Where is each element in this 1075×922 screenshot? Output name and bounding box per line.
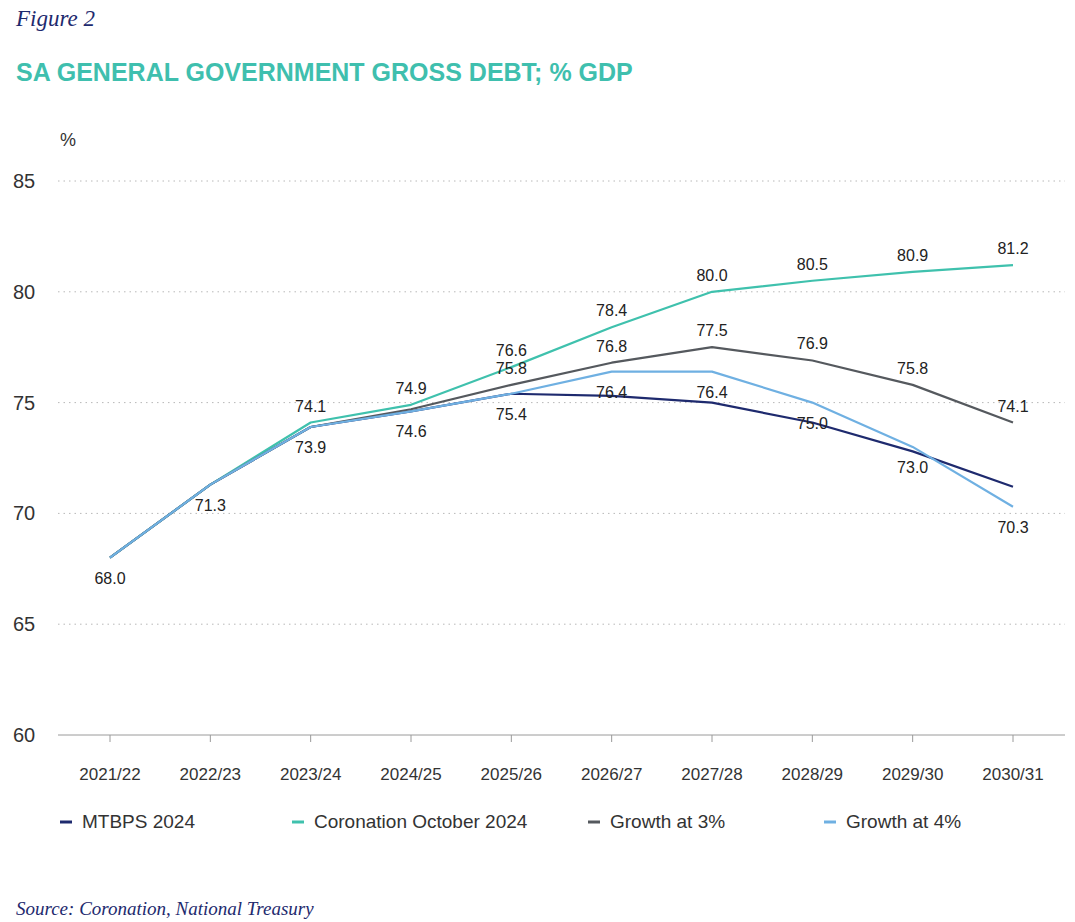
data-label: 80.5: [797, 256, 828, 273]
data-label: 77.5: [696, 322, 727, 339]
grid-line: [58, 624, 1065, 625]
data-label: 68.0: [94, 570, 125, 587]
x-tick: [511, 735, 512, 742]
data-label: 74.1: [997, 398, 1028, 415]
series-group: [110, 265, 1013, 558]
legend-swatch: [588, 821, 600, 824]
x-tick: [912, 735, 913, 742]
data-label: 73.0: [897, 459, 928, 476]
data-label: 74.1: [295, 398, 326, 415]
y-tick-label: 75: [13, 392, 35, 414]
data-label: 71.3: [195, 497, 226, 514]
x-tick: [310, 735, 311, 742]
data-label: 80.0: [696, 267, 727, 284]
legend-swatch: [824, 821, 836, 824]
data-label: 80.9: [897, 247, 928, 264]
data-label: 75.8: [496, 360, 527, 377]
x-tick-label: 2024/25: [380, 765, 441, 784]
series-line: [110, 372, 1013, 558]
data-label: 76.9: [797, 335, 828, 352]
grid-line: [58, 181, 1065, 182]
x-tick-label: 2021/22: [79, 765, 140, 784]
y-axis-label: %: [60, 130, 76, 150]
y-tick-label: 85: [13, 170, 35, 192]
x-tick-label: 2023/24: [280, 765, 341, 784]
x-tick-label: 2022/23: [180, 765, 241, 784]
legend-swatch: [292, 821, 304, 824]
x-tick: [712, 735, 713, 742]
data-label: 75.0: [797, 415, 828, 432]
data-labels: 68.0 71.3 73.9 74.6 75.4 74.1 74.9 76.6 78.4 80.0…: [94, 240, 1028, 587]
grid-line: [58, 291, 1065, 292]
x-tick: [812, 735, 813, 742]
data-label: 76.8: [596, 338, 627, 355]
x-tick-label: 2028/29: [782, 765, 843, 784]
x-tick: [1013, 735, 1014, 742]
data-label: 76.6: [496, 342, 527, 359]
data-label: 74.6: [395, 423, 426, 440]
data-label: 75.8: [897, 360, 928, 377]
series-line: [110, 265, 1013, 558]
data-label: 73.9: [295, 439, 326, 456]
x-tick: [411, 735, 412, 742]
y-tick-label: 60: [13, 724, 35, 746]
y-tick-label: 80: [13, 281, 35, 303]
legend-entry: Growth at 4%: [846, 811, 961, 832]
x-tick: [210, 735, 211, 742]
legend-swatch: [60, 821, 72, 824]
x-tick: [110, 735, 111, 742]
y-tick-label: 70: [13, 502, 35, 524]
x-axis: [58, 735, 1065, 736]
data-label: 70.3: [997, 519, 1028, 536]
x-tick-label: 2030/31: [982, 765, 1043, 784]
x-tick-label: 2029/30: [882, 765, 943, 784]
series-line: [110, 347, 1013, 558]
x-tick: [611, 735, 612, 742]
data-label: 76.4: [696, 384, 727, 401]
legend-entry: Growth at 3%: [610, 811, 725, 832]
data-label: 78.4: [596, 302, 627, 319]
y-tick-label: 65: [13, 613, 35, 635]
grid-line: [58, 402, 1065, 403]
x-tick-label: 2025/26: [481, 765, 542, 784]
data-label: 81.2: [997, 240, 1028, 257]
figure-label: Figure 2: [15, 6, 95, 31]
series-line: [110, 394, 1013, 558]
legend-entry: MTBPS 2024: [82, 811, 195, 832]
data-label: 75.4: [496, 406, 527, 423]
chart: Figure 2 SA GENERAL GOVERNMENT GROSS DEBT…: [0, 0, 1075, 922]
x-tick-label: 2027/28: [681, 765, 742, 784]
data-label: 76.4: [596, 384, 627, 401]
data-label: 74.9: [395, 380, 426, 397]
legend-entry: Coronation October 2024: [314, 811, 528, 832]
source: Source: Coronation, National Treasury: [16, 898, 314, 919]
x-tick-label: 2026/27: [581, 765, 642, 784]
title: SA GENERAL GOVERNMENT GROSS DEBT; % GDP: [16, 58, 633, 86]
